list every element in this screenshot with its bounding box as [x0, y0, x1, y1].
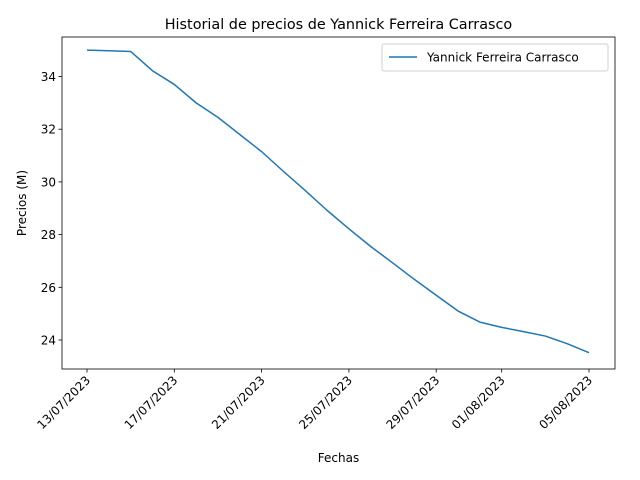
series-line-0	[86, 49, 590, 354]
y-tick-label: 32	[41, 123, 56, 137]
plot-frame	[61, 36, 616, 370]
y-tick-label: 30	[41, 175, 56, 189]
legend-box	[381, 43, 609, 72]
y-axis-label: Precios (M)	[15, 170, 29, 236]
plot-area	[61, 36, 616, 370]
y-tick-label: 26	[41, 281, 56, 295]
x-axis-label: Fechas	[318, 451, 359, 465]
chart-title: Historial de precios de Yannick Ferreira…	[165, 17, 513, 33]
y-tick-label: 24	[41, 334, 56, 348]
series-layer	[86, 49, 590, 354]
legend-entry-label: Yannick Ferreira Carrasco	[426, 51, 579, 65]
y-tick-label: 28	[41, 228, 56, 242]
legend: Yannick Ferreira Carrasco	[381, 43, 609, 72]
y-tick-label: 34	[41, 70, 56, 84]
y-axis: 24 26 28 30 32 34	[41, 70, 62, 348]
